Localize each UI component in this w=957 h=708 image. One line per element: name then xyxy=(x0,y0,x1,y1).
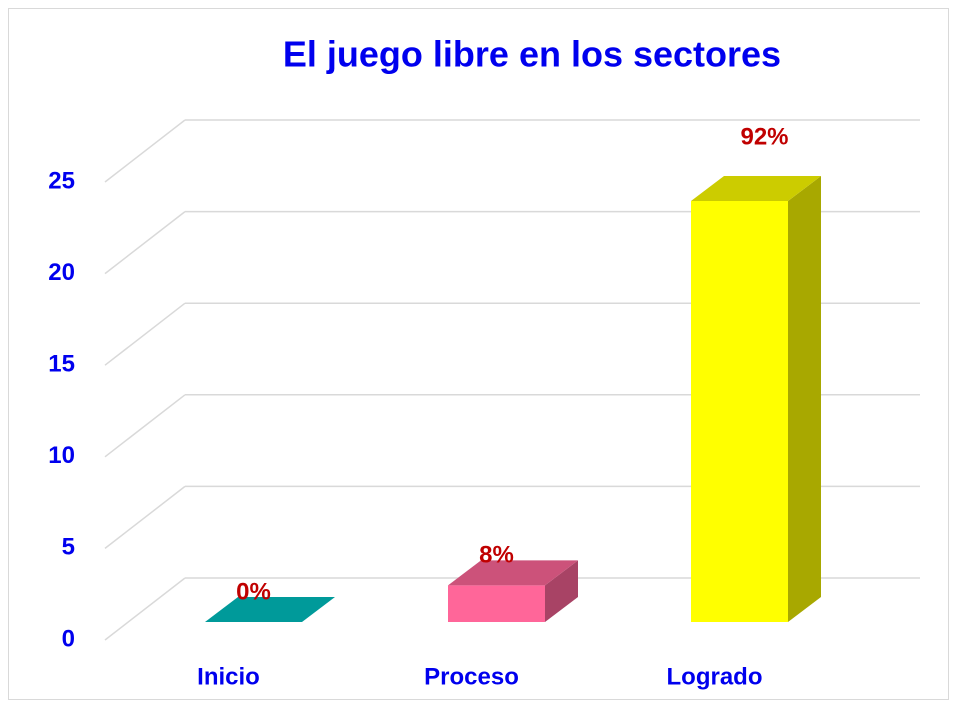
x-tick-label: Proceso xyxy=(424,663,519,690)
bar-top xyxy=(691,176,821,201)
grid-line-side xyxy=(104,119,186,183)
x-tick-label: Inicio xyxy=(197,663,260,690)
value-label: 92% xyxy=(740,123,788,150)
grid-line-side xyxy=(104,577,186,641)
bar-side xyxy=(788,176,821,622)
grid-line-side xyxy=(104,394,186,458)
grid-line-side xyxy=(104,302,186,366)
bar-side xyxy=(545,560,578,622)
y-tick-label: 5 xyxy=(62,534,75,561)
y-tick-label: 25 xyxy=(48,167,75,194)
y-tick-label: 10 xyxy=(48,442,75,469)
value-label: 8% xyxy=(479,542,514,569)
grid-line-side xyxy=(104,485,186,549)
x-tick-label: Logrado xyxy=(667,663,763,690)
bar-top xyxy=(205,597,335,622)
grid-line-side xyxy=(104,211,186,275)
bar-top xyxy=(448,560,578,586)
value-label: 0% xyxy=(236,578,271,605)
y-tick-label: 20 xyxy=(48,259,75,286)
bar xyxy=(691,201,788,622)
chart-title: El juego libre en los sectores xyxy=(283,34,781,75)
bar xyxy=(448,585,545,622)
y-tick-label: 0 xyxy=(62,625,75,652)
y-tick-label: 15 xyxy=(48,351,75,378)
